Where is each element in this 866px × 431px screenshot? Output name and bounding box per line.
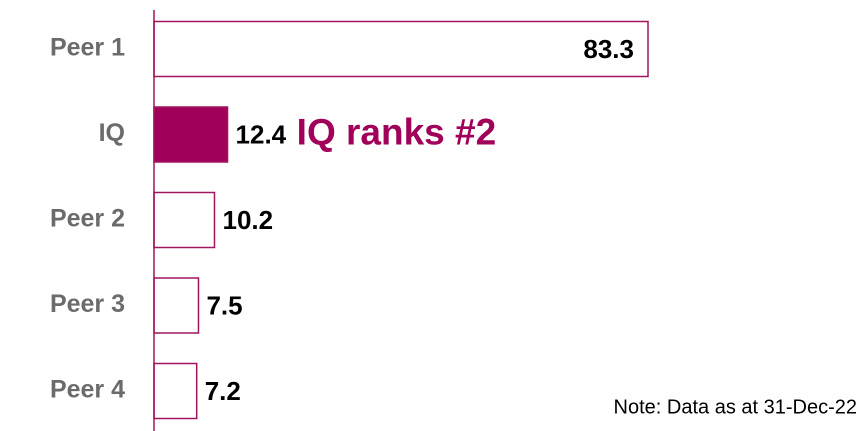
bar bbox=[153, 106, 229, 163]
note: Note: Data as at 31-Dec-22 bbox=[614, 396, 857, 418]
value-label: 7.2 bbox=[205, 376, 241, 406]
category-label: Peer 3 bbox=[50, 290, 125, 318]
bar bbox=[153, 362, 198, 420]
category-label: IQ bbox=[99, 119, 125, 147]
value-label: 12.4 bbox=[236, 119, 287, 149]
bar bbox=[153, 191, 216, 249]
bar bbox=[153, 277, 200, 334]
value-label: 83.3 bbox=[583, 34, 634, 64]
category-label: Peer 1 bbox=[50, 34, 125, 62]
bar bbox=[153, 20, 649, 78]
value-label: 7.5 bbox=[206, 290, 242, 320]
annotation: IQ ranks #2 bbox=[297, 111, 497, 152]
value-label: 10.2 bbox=[222, 205, 273, 235]
category-label: Peer 4 bbox=[50, 376, 125, 404]
category-label: Peer 2 bbox=[50, 205, 125, 233]
